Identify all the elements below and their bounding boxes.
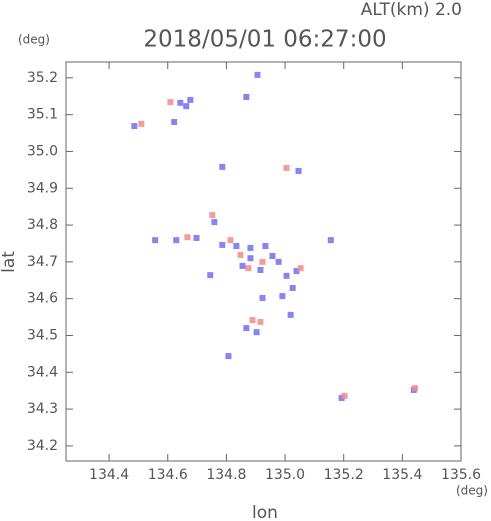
echo-point — [259, 294, 266, 301]
echo-point — [193, 234, 200, 241]
echo-point — [207, 272, 214, 279]
echo-point — [167, 99, 174, 106]
echo-point — [247, 255, 254, 262]
echo-point — [171, 118, 178, 125]
echo-point — [183, 103, 190, 110]
echo-point — [327, 237, 334, 244]
x-tick-label: 134.8 — [206, 467, 246, 483]
echo-point — [131, 123, 138, 130]
y-axis-label: lat — [0, 251, 19, 273]
y-tick-label: 35.1 — [27, 107, 58, 123]
echo-point — [257, 318, 264, 325]
echo-point — [173, 237, 180, 244]
y-tick-label: 34.7 — [27, 254, 58, 270]
x-axis-label: lon — [252, 503, 278, 521]
y-tick-label: 34.8 — [27, 217, 58, 233]
x-tick-label: 135.0 — [265, 467, 305, 483]
y-tick-label: 35.0 — [27, 143, 58, 159]
chart-title: 2018/05/01 06:27:00 — [143, 27, 386, 53]
echo-point — [295, 167, 302, 174]
x-tick-label: 135.2 — [324, 467, 364, 483]
y-tick-label: 35.2 — [27, 70, 58, 86]
echo-point — [341, 392, 348, 399]
echo-point — [283, 272, 290, 279]
y-tick-label: 34.9 — [27, 180, 58, 196]
altitude-label: ALT(km) 2.0 — [361, 0, 462, 20]
echo-point — [243, 93, 250, 100]
echo-point — [249, 317, 256, 324]
echo-point — [211, 219, 218, 226]
echo-point — [247, 244, 254, 251]
echo-point — [269, 252, 276, 259]
echo-point — [257, 266, 264, 273]
echo-point — [253, 329, 260, 336]
echo-point — [254, 71, 261, 78]
y-tick-label: 34.4 — [27, 364, 58, 380]
y-unit: (deg) — [18, 33, 50, 47]
echo-point — [411, 385, 418, 392]
echo-point — [239, 262, 246, 269]
y-tick-label: 34.5 — [27, 327, 58, 343]
echo-point — [227, 237, 234, 244]
echo-point — [279, 293, 286, 300]
x-unit: (deg) — [456, 484, 488, 498]
echo-point — [237, 251, 244, 258]
echo-point — [225, 353, 232, 360]
y-tick-label: 34.6 — [27, 291, 58, 307]
echo-point — [219, 241, 226, 248]
x-tick-label: 134.4 — [89, 467, 129, 483]
echo-point — [184, 234, 191, 241]
echo-point — [275, 258, 282, 265]
echo-point — [138, 120, 145, 127]
echo-point — [262, 243, 269, 250]
echo-point — [187, 96, 194, 103]
x-tick-label: 135.4 — [382, 467, 422, 483]
echo-point — [287, 311, 294, 318]
echo-point — [297, 265, 304, 272]
echo-point — [283, 165, 290, 172]
x-tick-label: 134.6 — [148, 467, 188, 483]
echo-point — [177, 99, 184, 106]
echo-point — [233, 243, 240, 250]
echo-point — [245, 265, 252, 272]
echo-point — [152, 237, 159, 244]
x-tick-label: 135.6 — [441, 467, 481, 483]
echo-point — [219, 163, 226, 170]
echo-point — [293, 268, 300, 275]
echo-point — [243, 325, 250, 332]
echo-point — [289, 285, 296, 292]
echo-point — [259, 258, 266, 265]
echo-point — [209, 212, 216, 219]
y-tick-label: 34.2 — [27, 438, 58, 454]
y-tick-label: 34.3 — [27, 401, 58, 417]
